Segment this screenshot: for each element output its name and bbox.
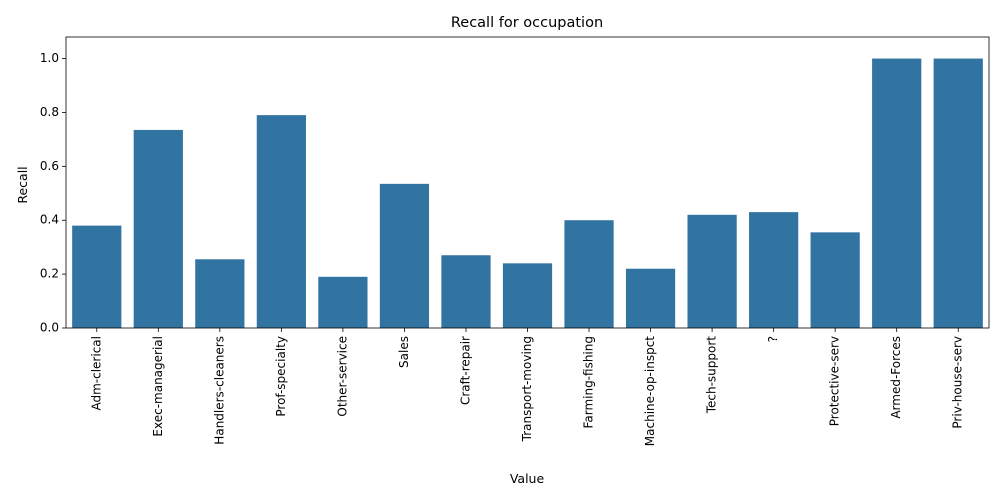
x-tick-label: Transport-moving	[520, 336, 534, 442]
y-tick-label: 0.6	[40, 159, 59, 173]
bar-protective-serv	[810, 232, 860, 328]
bar-sales	[379, 183, 430, 328]
bars-group	[72, 58, 983, 329]
x-tick-label: Adm-clerical	[89, 336, 103, 411]
x-tick-label: ?	[766, 336, 780, 342]
x-tick-label: Armed-Forces	[889, 336, 903, 419]
y-tick-label: 0.0	[40, 321, 59, 335]
bar-prof-specialty	[256, 115, 306, 328]
x-tick-label: Tech-support	[705, 336, 719, 415]
bar-craft-repair	[441, 255, 491, 328]
x-tick-label: Protective-serv	[828, 336, 842, 426]
bar-armed-forces	[872, 58, 922, 329]
x-tick-label: Handlers-cleaners	[212, 336, 226, 445]
x-axis-title: Value	[510, 471, 545, 486]
bar-priv-house-serv	[933, 58, 983, 329]
bar-exec-managerial	[133, 129, 183, 328]
y-axis: 0.0 0.2 0.4 0.6 0.8 1.0	[40, 51, 66, 335]
x-tick-label: Exec-managerial	[151, 336, 165, 437]
x-axis: Adm-clerical Exec-managerial Handlers-clea…	[89, 328, 965, 446]
chart-title: Recall for occupation	[451, 15, 603, 31]
bar-handlers-cleaners	[195, 259, 245, 328]
bar-adm-clerical	[72, 225, 122, 328]
bar-transport-moving	[502, 263, 553, 328]
y-tick-label: 0.4	[40, 213, 59, 227]
plot-frame	[65, 36, 990, 329]
bar-farming-fishing	[564, 220, 614, 328]
x-tick-label: Farming-fishing	[582, 336, 596, 428]
bar-other-service	[318, 276, 368, 328]
bar-unknown	[749, 212, 799, 328]
y-axis-title: Recall	[15, 166, 30, 203]
x-tick-label: Priv-house-serv	[951, 336, 965, 429]
x-tick-label: Machine-op-inspct	[643, 336, 657, 446]
x-tick-label: Other-service	[335, 336, 349, 417]
x-tick-label: Sales	[397, 336, 411, 368]
x-tick-label: Prof-specialty	[274, 336, 288, 417]
y-tick-label: 0.2	[40, 267, 59, 281]
bar-tech-support	[687, 214, 737, 328]
bar-machine-op-inspct	[625, 268, 676, 328]
x-tick-label: Craft-repair	[458, 336, 472, 405]
y-tick-label: 0.8	[40, 105, 59, 119]
y-tick-label: 1.0	[40, 51, 59, 65]
